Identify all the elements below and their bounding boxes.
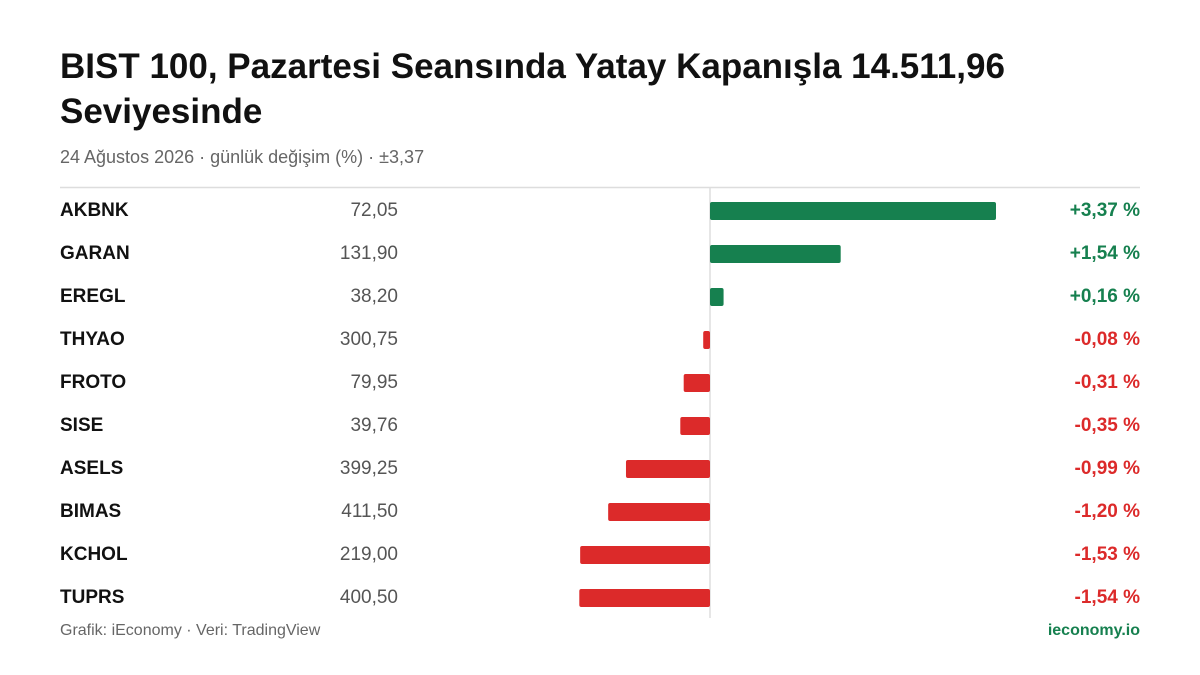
ticker: TUPRS xyxy=(60,587,124,608)
bar xyxy=(710,202,996,220)
value-label: -1,53 % xyxy=(1075,544,1141,565)
bar xyxy=(625,460,710,478)
ticker: FROTO xyxy=(60,372,126,393)
chart-title: BIST 100, Pazartesi Seansında Yatay Kapa… xyxy=(60,47,1005,131)
brand: ieconomy.io xyxy=(1048,622,1140,639)
price: 399,25 xyxy=(340,458,398,479)
value-label: -0,08 % xyxy=(1075,329,1141,350)
bar xyxy=(710,288,724,306)
value-label: -1,54 % xyxy=(1075,587,1141,608)
value-label: +1,54 % xyxy=(1070,243,1140,264)
ticker: ASELS xyxy=(60,458,123,479)
value-label: -0,31 % xyxy=(1075,372,1141,393)
value-label: -0,99 % xyxy=(1075,458,1141,479)
value-label: +3,37 % xyxy=(1070,200,1140,221)
ticker: BIMAS xyxy=(60,501,121,522)
bar xyxy=(683,374,710,392)
price: 300,75 xyxy=(340,329,398,350)
price: 131,90 xyxy=(340,243,398,264)
bar xyxy=(580,546,710,564)
ticker: KCHOL xyxy=(60,544,128,565)
chart-subtitle: 24 Ağustos 2026 · günlük değişim (%) · ±… xyxy=(60,147,425,167)
bar xyxy=(710,245,841,263)
ticker: SISE xyxy=(60,415,103,436)
price: 38,20 xyxy=(350,286,398,307)
ticker: THYAO xyxy=(60,329,125,350)
price: 411,50 xyxy=(341,501,398,522)
bar xyxy=(579,589,710,607)
price: 72,05 xyxy=(350,200,398,221)
ticker: EREGL xyxy=(60,286,126,307)
price: 219,00 xyxy=(340,544,398,565)
price: 400,50 xyxy=(340,587,398,608)
price: 79,95 xyxy=(350,372,398,393)
bar xyxy=(608,503,710,521)
value-label: -1,20 % xyxy=(1075,501,1141,522)
source: Grafik: iEconomy · Veri: TradingView xyxy=(60,622,321,639)
ticker: GARAN xyxy=(60,243,130,264)
bar xyxy=(680,417,710,435)
value-label: -0,35 % xyxy=(1075,415,1141,436)
ticker: AKBNK xyxy=(60,200,129,221)
price: 39,76 xyxy=(350,415,398,436)
value-label: +0,16 % xyxy=(1070,286,1140,307)
bar xyxy=(703,331,710,349)
